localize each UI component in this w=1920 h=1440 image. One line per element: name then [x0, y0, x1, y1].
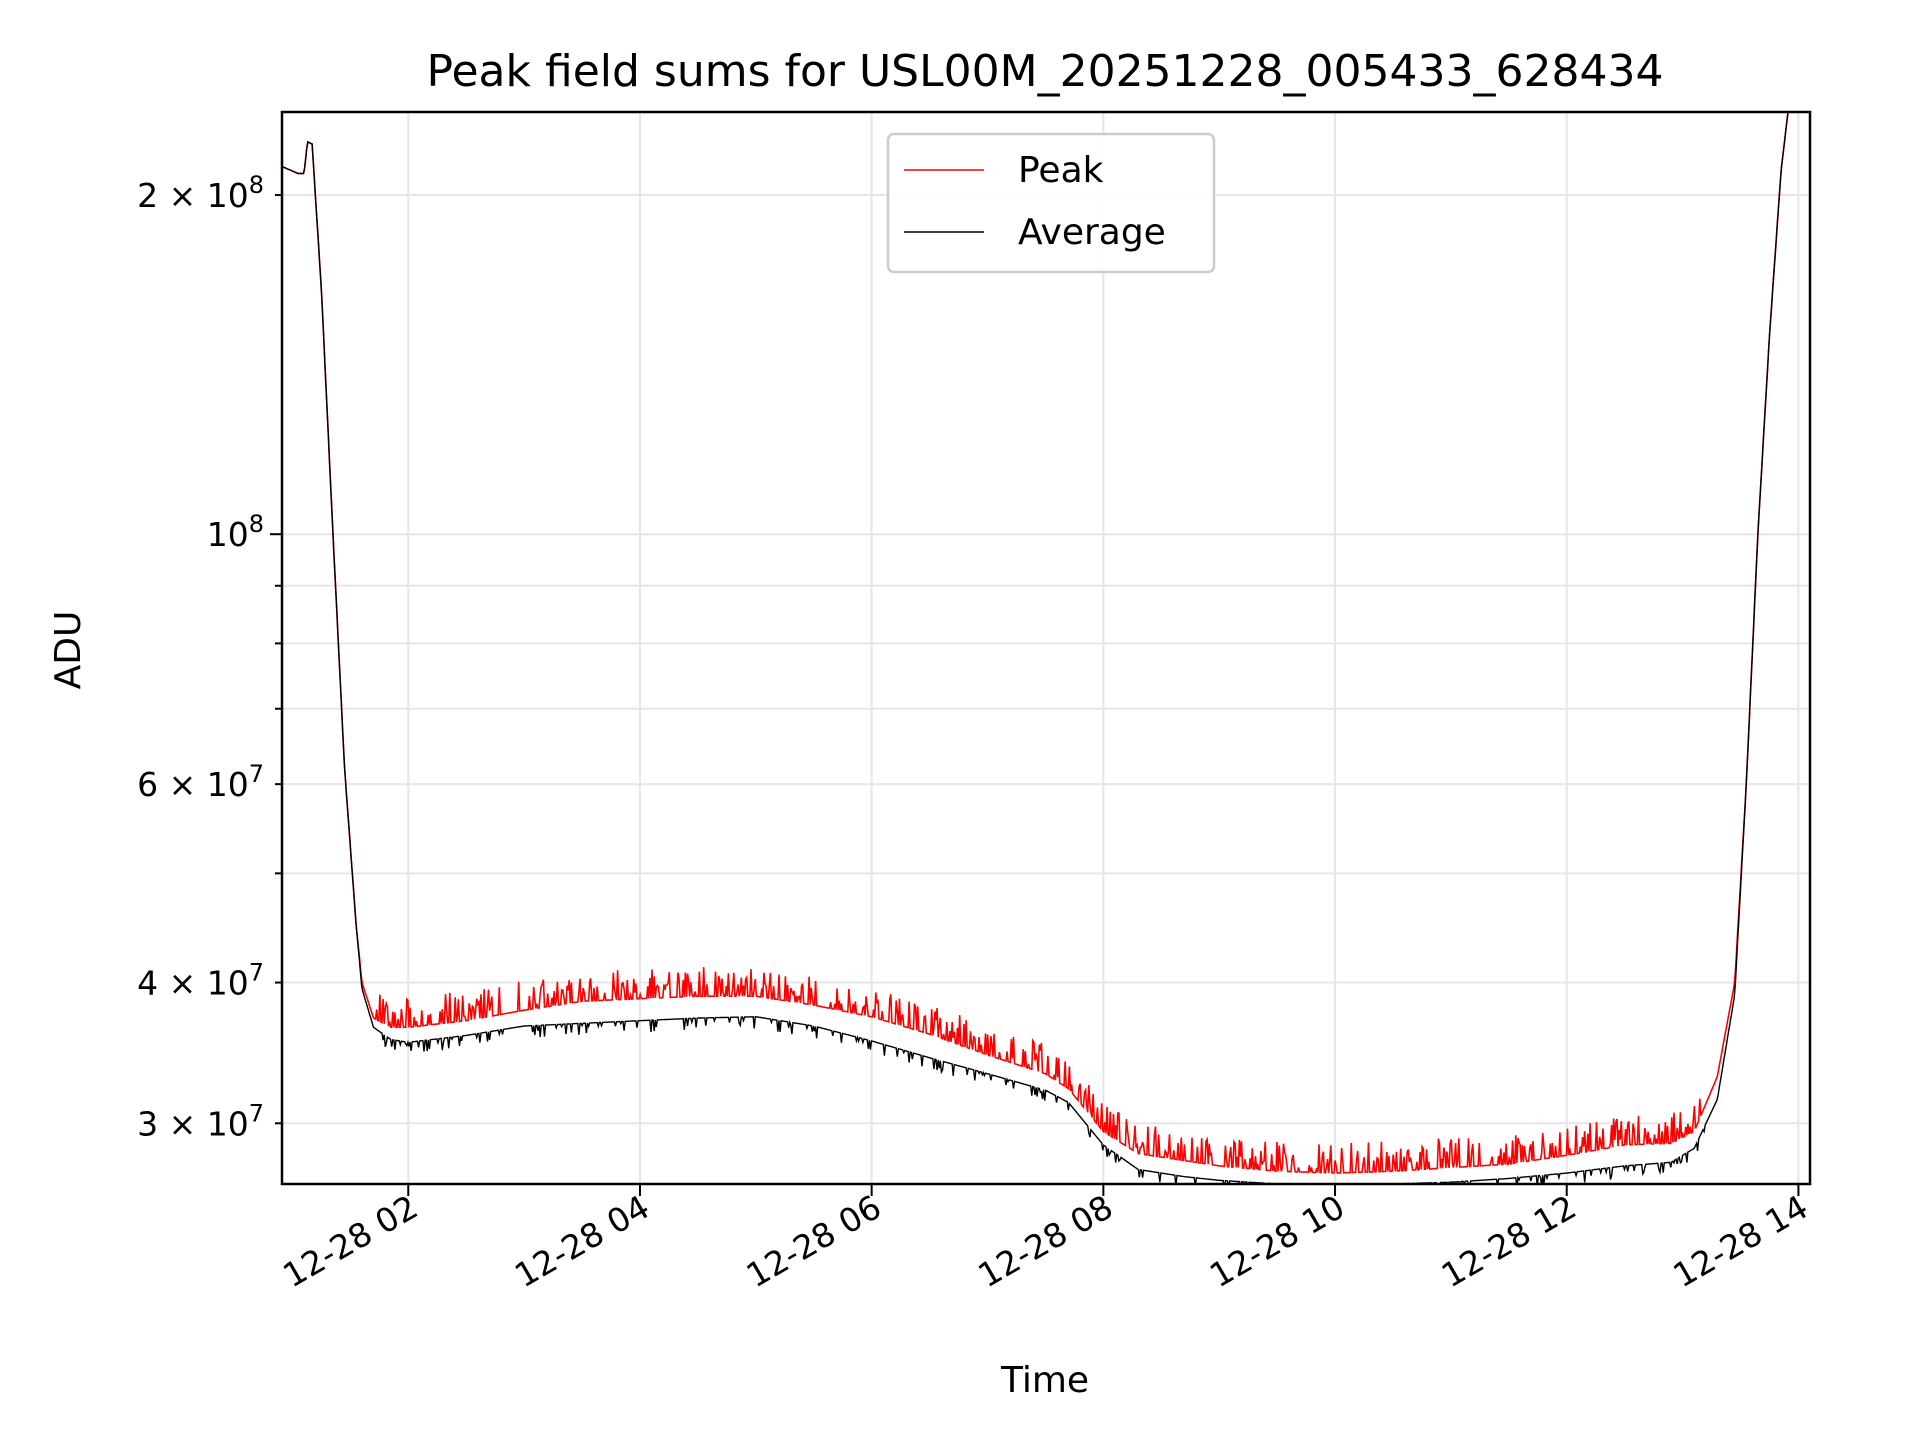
y-tick-label: 6 × 107	[137, 760, 264, 804]
chart-title: Peak field sums for USL00M_20251228_0054…	[427, 46, 1664, 97]
legend-peak-label: Peak	[1018, 150, 1104, 191]
y-tick-label: 108	[207, 510, 264, 554]
y-tick-mantissa: 2 × 10	[137, 176, 249, 215]
y-tick-exponent: 7	[249, 959, 264, 987]
legend: Peak Average	[886, 132, 1216, 274]
x-tick-label: 12-28 10	[1203, 1187, 1351, 1295]
x-tick-label: 12-28 08	[971, 1187, 1119, 1295]
axes-frame	[280, 110, 1812, 1186]
y-tick-label: 3 × 107	[137, 1099, 264, 1143]
y-tick-exponent: 8	[249, 510, 264, 538]
y-tick-label: 4 × 107	[137, 959, 264, 1003]
y-tick-exponent: 8	[249, 171, 264, 199]
x-tick-label: 12-28 12	[1435, 1187, 1583, 1295]
series-line-average	[282, 112, 1789, 1184]
y-axis-label: ADU	[48, 611, 89, 690]
y-tick-mantissa: 3 × 10	[137, 1104, 249, 1143]
legend-average-label: Average	[1018, 212, 1166, 253]
x-axis-label: Time	[1000, 1360, 1089, 1401]
series-layer	[282, 112, 1789, 1184]
x-tick-label: 12-28 04	[508, 1187, 656, 1295]
y-tick-label: 2 × 108	[137, 171, 264, 215]
tick-layer: 12-28 02 12-28 04 12-28 06 12-28 08 12-28 10…	[137, 171, 1814, 1295]
y-tick-exponent: 7	[249, 1099, 264, 1127]
series-line-peak	[282, 112, 1789, 1174]
y-tick-exponent: 7	[249, 760, 264, 788]
x-tick-label: 12-28 02	[276, 1187, 424, 1295]
legend-box	[886, 132, 1216, 274]
y-tick-mantissa: 10	[207, 515, 249, 554]
x-tick-label: 12-28 06	[740, 1187, 888, 1295]
y-tick-mantissa: 4 × 10	[137, 964, 249, 1003]
grid-layer	[282, 112, 1810, 1184]
x-tick-label: 12-28 14	[1666, 1187, 1814, 1295]
y-tick-mantissa: 6 × 10	[137, 765, 249, 804]
